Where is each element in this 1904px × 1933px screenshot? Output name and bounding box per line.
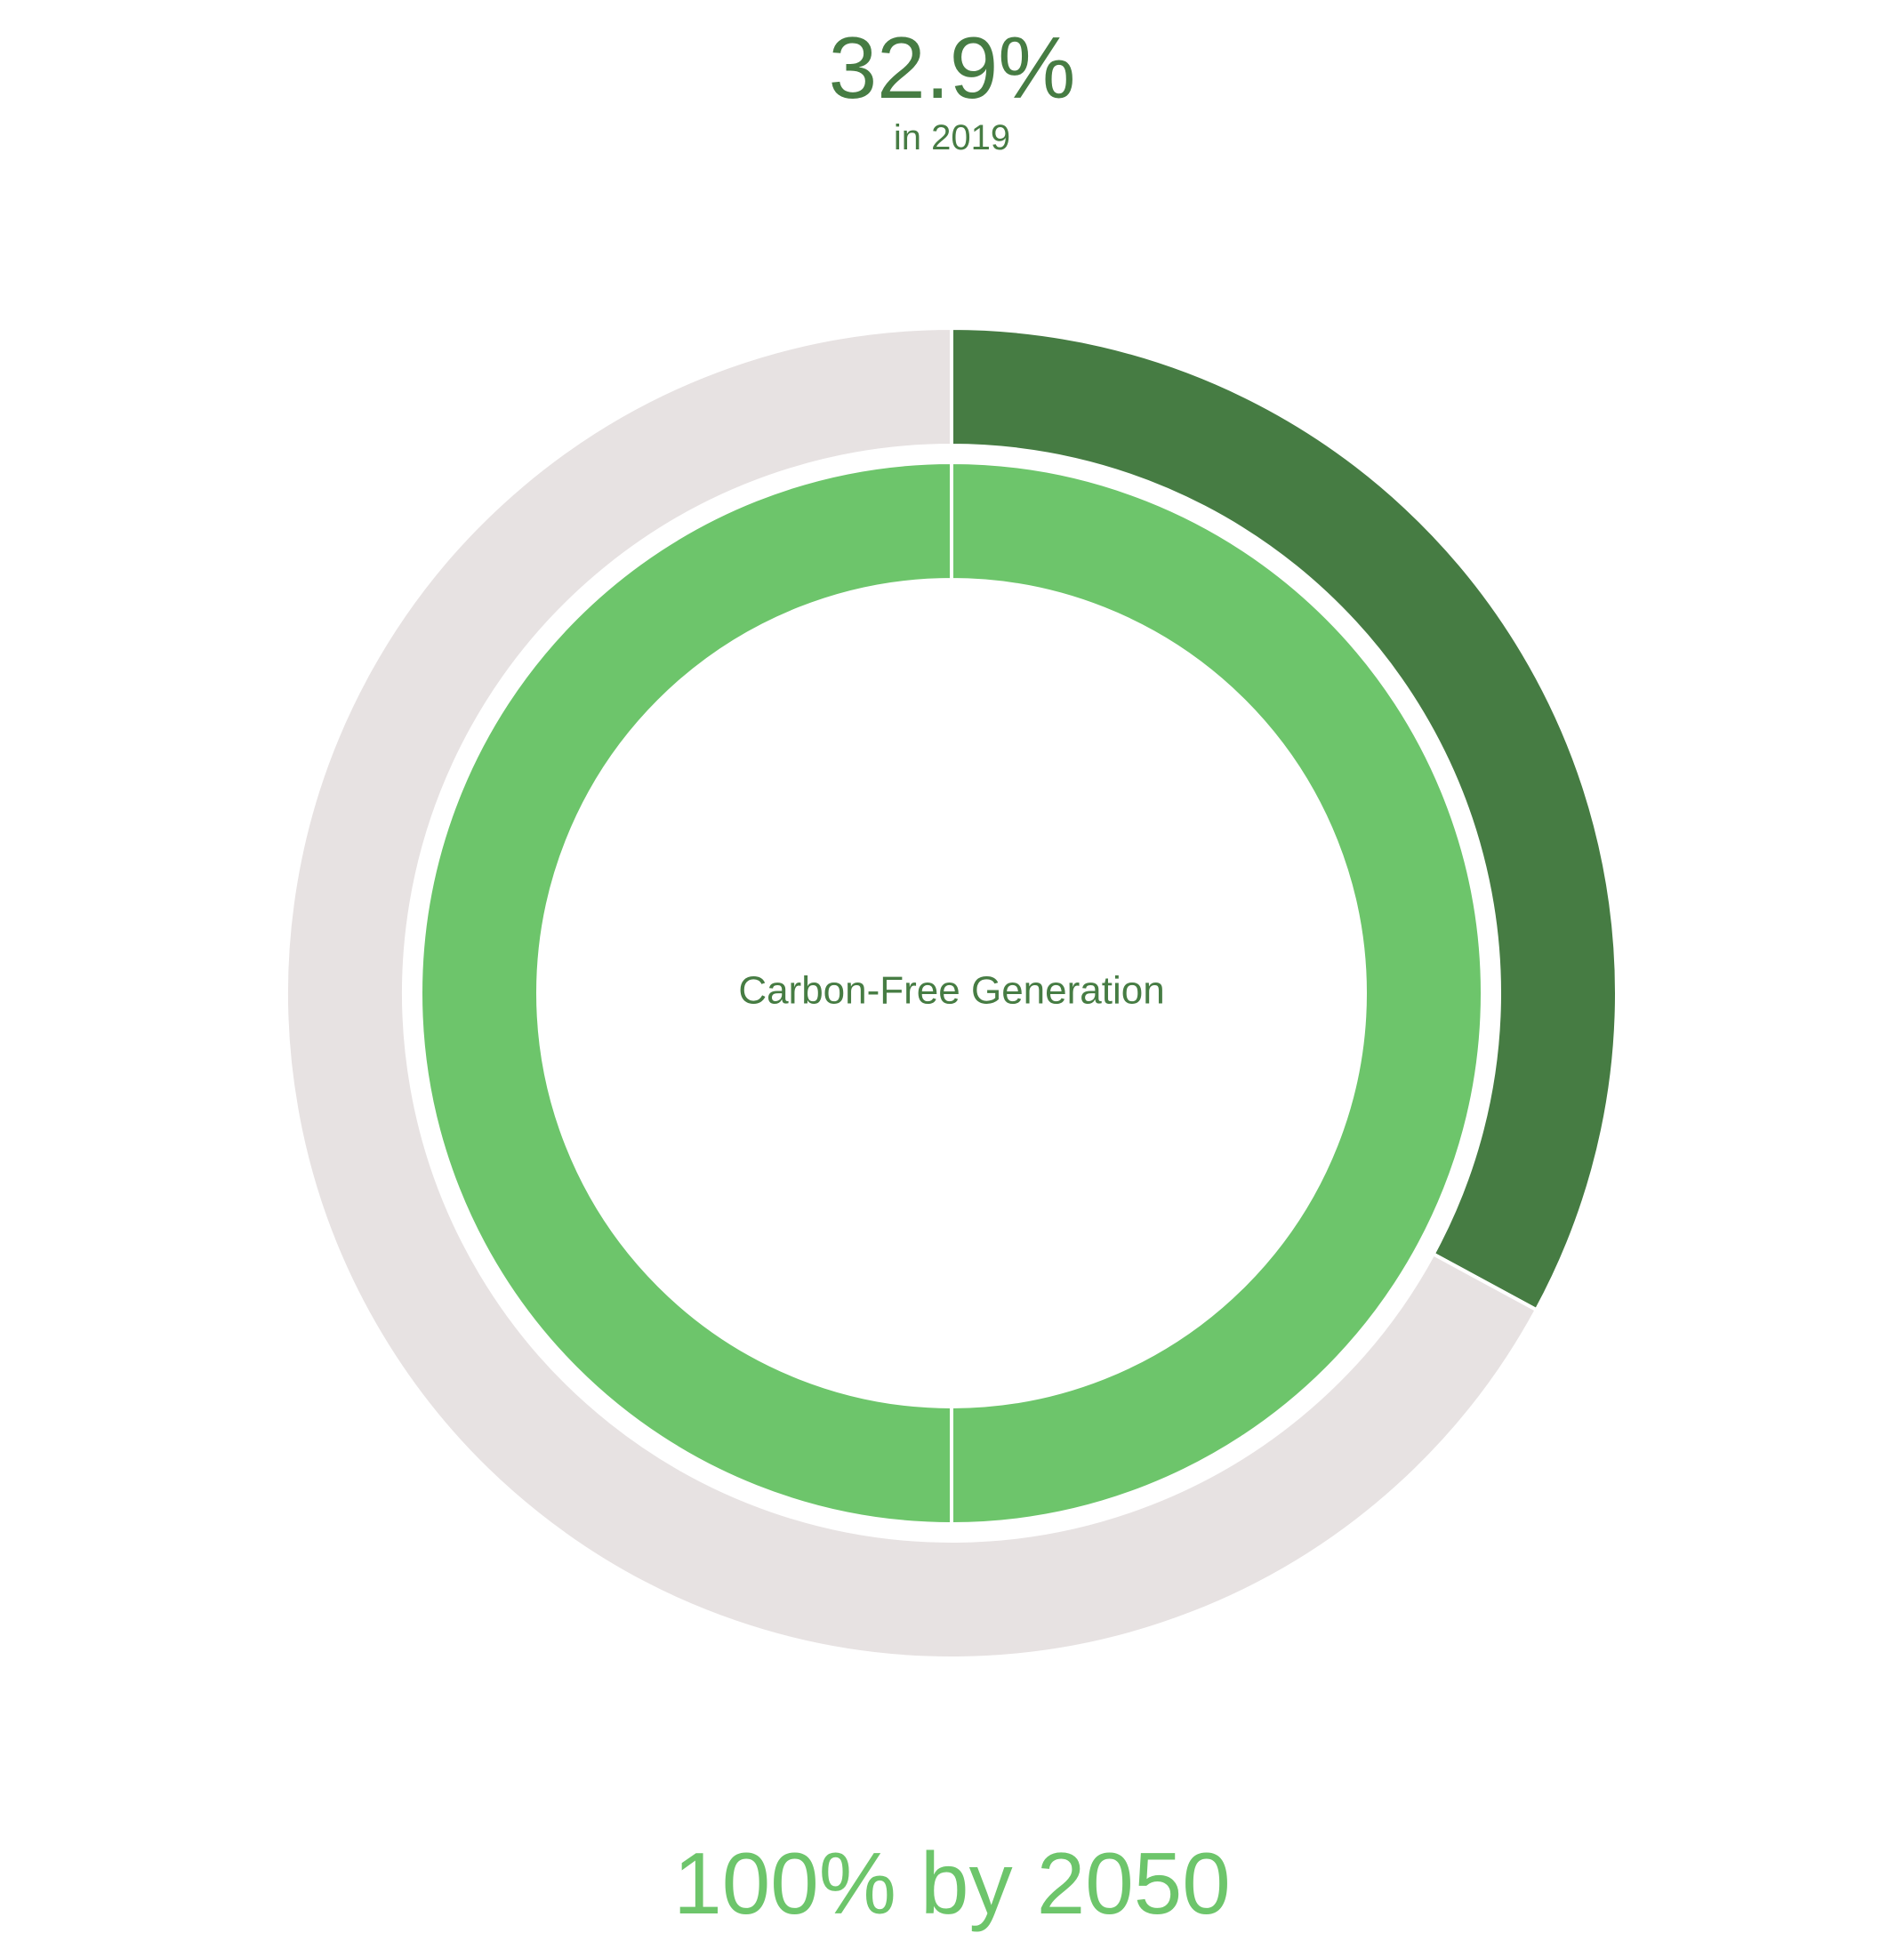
donut-rings bbox=[285, 325, 1619, 1660]
ring-1-slice-1 bbox=[950, 325, 1619, 1312]
ring-2-slice-1 bbox=[950, 460, 1484, 1527]
ring-2-slice-2 bbox=[419, 460, 953, 1527]
current-share-value: 32.9% bbox=[828, 19, 1076, 116]
donut-center-label: Carbon-Free Generation bbox=[738, 969, 1164, 1013]
target-text: 100% by 2050 bbox=[673, 1834, 1231, 1932]
current-share-year: in 2019 bbox=[893, 118, 1011, 157]
ring-1-slice-2 bbox=[285, 325, 1539, 1660]
